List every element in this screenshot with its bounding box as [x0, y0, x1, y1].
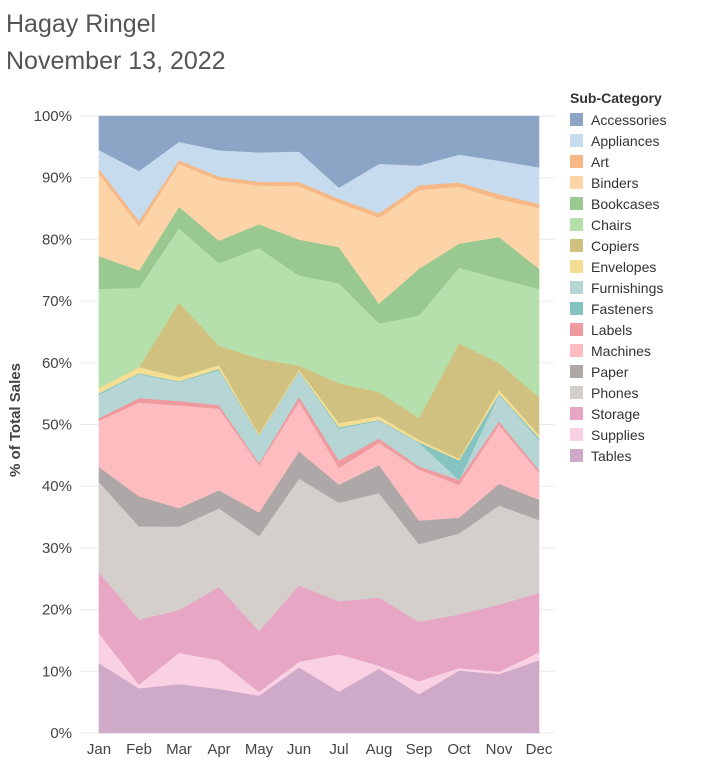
- legend-item-machines[interactable]: Machines: [570, 340, 666, 361]
- x-tick-label: Oct: [447, 741, 471, 758]
- legend-swatch: [570, 449, 583, 462]
- y-tick-label: 90%: [42, 170, 72, 187]
- legend-label: Labels: [591, 321, 633, 338]
- legend-label: Accessories: [591, 111, 667, 128]
- x-tick-label: Jan: [87, 741, 111, 758]
- x-tick-label: Sep: [406, 741, 433, 758]
- legend-label: Envelopes: [591, 258, 657, 275]
- area-accessories: [98, 115, 540, 188]
- legend-swatch: [570, 197, 583, 210]
- legend-item-accessories[interactable]: Accessories: [570, 109, 666, 130]
- legend-swatch: [570, 386, 583, 399]
- legend-swatch: [570, 428, 583, 441]
- chart-title-block: Hagay Ringel November 13, 2022: [6, 6, 226, 80]
- legend-swatch: [570, 344, 583, 357]
- y-tick-label: 80%: [42, 231, 72, 248]
- legend-swatch: [570, 239, 583, 252]
- x-tick-label: Jul: [329, 741, 348, 758]
- legend: Sub-Category Accessories Appliances Art Bin…: [570, 89, 666, 466]
- y-tick-label: 30%: [42, 540, 72, 557]
- author-name: Hagay Ringel: [6, 10, 157, 38]
- area-series-layer: [98, 115, 540, 734]
- legend-swatch: [570, 176, 583, 189]
- y-tick-label: 10%: [42, 663, 72, 680]
- legend-swatch: [570, 113, 583, 126]
- legend-item-labels[interactable]: Labels: [570, 319, 666, 340]
- legend-swatch: [570, 218, 583, 231]
- legend-item-bookcases[interactable]: Bookcases: [570, 193, 666, 214]
- legend-label: Appliances: [591, 132, 660, 149]
- legend-item-copiers[interactable]: Copiers: [570, 235, 666, 256]
- x-tick-label: Nov: [486, 741, 513, 758]
- legend-swatch: [570, 407, 583, 420]
- y-axis-label: % of Total Sales: [7, 363, 24, 477]
- y-tick-label: 100%: [34, 108, 72, 125]
- legend-label: Binders: [591, 174, 639, 191]
- x-tick-label: Jun: [287, 741, 311, 758]
- y-tick-label: 60%: [42, 355, 72, 372]
- legend-swatch: [570, 365, 583, 378]
- x-tick-label: Mar: [166, 741, 192, 758]
- y-tick-label: 40%: [42, 478, 72, 495]
- legend-item-paper[interactable]: Paper: [570, 361, 666, 382]
- legend-item-binders[interactable]: Binders: [570, 172, 666, 193]
- legend-label: Supplies: [591, 426, 645, 443]
- legend-item-tables[interactable]: Tables: [570, 445, 666, 466]
- legend-item-envelopes[interactable]: Envelopes: [570, 256, 666, 277]
- legend-title: Sub-Category: [570, 90, 662, 106]
- legend-label: Art: [591, 153, 609, 170]
- legend-item-phones[interactable]: Phones: [570, 382, 666, 403]
- axes: 0% 10% 20% 30% 40% 50% 60% 70% 80% 90% 100% Jan Feb M…: [34, 108, 553, 758]
- legend-item-storage[interactable]: Storage: [570, 403, 666, 424]
- legend-swatch: [570, 260, 583, 273]
- legend-swatch: [570, 302, 583, 315]
- y-tick-label: 70%: [42, 293, 72, 310]
- legend-label: Copiers: [591, 237, 640, 254]
- x-tick-label: May: [245, 741, 274, 758]
- legend-items: Accessories Appliances Art Binders Bookcases…: [570, 109, 666, 466]
- x-tick-label: Apr: [207, 741, 230, 758]
- y-tick-label: 20%: [42, 602, 72, 619]
- legend-label: Furnishings: [591, 279, 664, 296]
- legend-label: Chairs: [591, 216, 632, 233]
- legend-item-supplies[interactable]: Supplies: [570, 424, 666, 445]
- legend-item-furnishings[interactable]: Furnishings: [570, 277, 666, 298]
- legend-swatch: [570, 134, 583, 147]
- legend-label: Storage: [591, 405, 641, 422]
- x-tick-label: Feb: [126, 741, 152, 758]
- x-tick-label: Dec: [526, 741, 553, 758]
- legend-item-art[interactable]: Art: [570, 151, 666, 172]
- legend-label: Phones: [591, 384, 639, 401]
- legend-label: Fasteners: [591, 300, 654, 317]
- x-tick-label: Aug: [366, 741, 393, 758]
- y-tick-label: 0%: [50, 725, 72, 742]
- legend-swatch: [570, 323, 583, 336]
- y-tick-label: 50%: [42, 417, 72, 434]
- legend-label: Tables: [591, 447, 632, 464]
- legend-swatch: [570, 281, 583, 294]
- legend-swatch: [570, 155, 583, 168]
- legend-item-fasteners[interactable]: Fasteners: [570, 298, 666, 319]
- legend-label: Bookcases: [591, 195, 660, 212]
- report-date: November 13, 2022: [6, 47, 226, 75]
- legend-item-chairs[interactable]: Chairs: [570, 214, 666, 235]
- legend-label: Paper: [591, 363, 629, 380]
- legend-label: Machines: [591, 342, 651, 359]
- legend-item-appliances[interactable]: Appliances: [570, 130, 666, 151]
